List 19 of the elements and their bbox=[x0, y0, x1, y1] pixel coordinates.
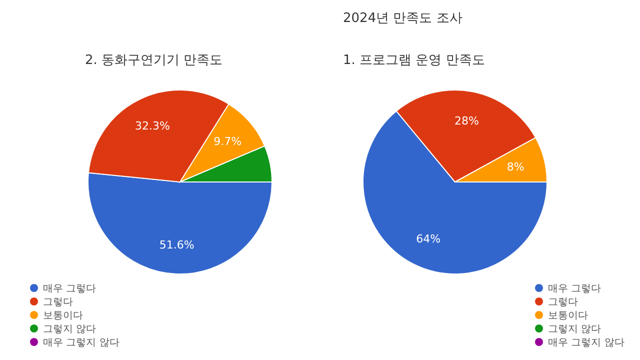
legend-label: 보통이다 bbox=[43, 310, 83, 322]
legend-label: 보통이다 bbox=[548, 310, 588, 322]
data-label: 28% bbox=[454, 114, 479, 128]
chart-subtitle: 2024년 만족도 조사 bbox=[343, 11, 462, 26]
chart-title: 1. 프로그램 운영 만족도 bbox=[343, 53, 485, 68]
data-label: 64% bbox=[416, 232, 441, 246]
legend-label: 매우 그렇다 bbox=[548, 284, 602, 294]
legend-label: 그렇다 bbox=[548, 297, 578, 308]
legend-label: 그렇지 않다 bbox=[43, 324, 96, 335]
chart-title: 2. 동화구연기기 만족도 bbox=[85, 53, 223, 68]
data-label: 51.6% bbox=[159, 238, 194, 252]
data-label: 32.3% bbox=[135, 120, 170, 133]
legend-label: 매우 그렇지 않다 bbox=[43, 338, 120, 348]
data-label: 8% bbox=[506, 160, 524, 174]
legend-label: 그렇다 bbox=[43, 297, 73, 308]
data-label: 9.7% bbox=[214, 135, 242, 148]
legend-label: 그렇지 않다 bbox=[548, 324, 602, 335]
legend-label: 매우 그렇다 bbox=[43, 284, 96, 294]
legend-label: 매우 그렇지 않다 bbox=[548, 338, 624, 348]
